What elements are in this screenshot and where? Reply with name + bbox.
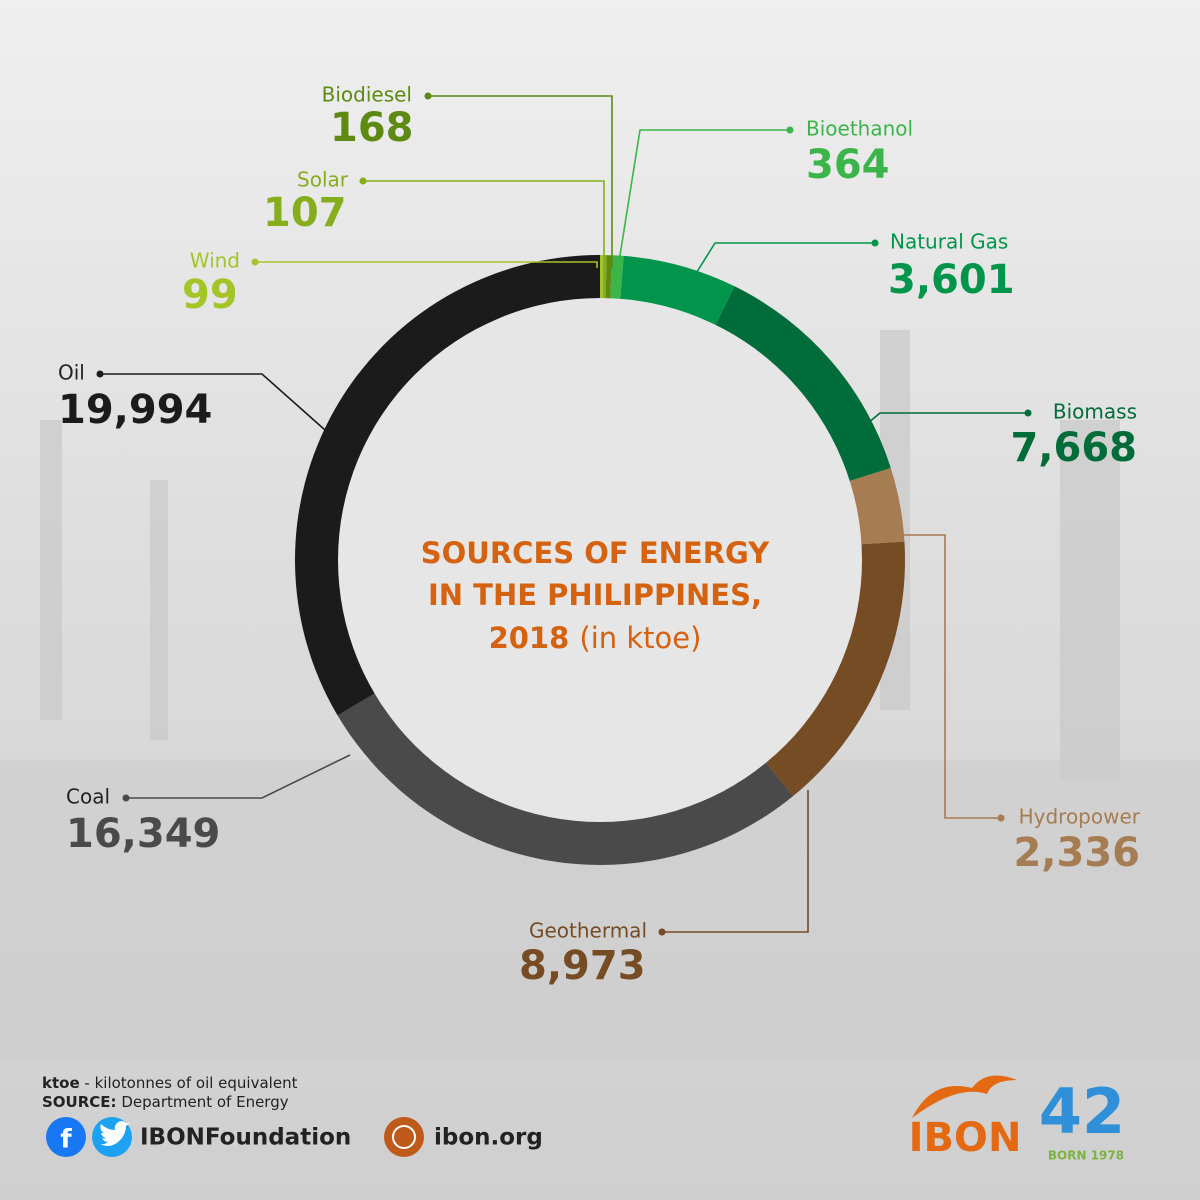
slice-name: Geothermal xyxy=(529,919,647,943)
slice-value: 19,994 xyxy=(58,387,212,433)
leader-dot xyxy=(424,92,432,100)
donut-slice xyxy=(294,254,600,716)
slice-name: Natural Gas xyxy=(890,230,1008,254)
source: SOURCE: Department of Energy xyxy=(42,1093,289,1111)
slice-name: Oil xyxy=(58,361,85,385)
logo-mark xyxy=(912,1075,1017,1118)
leader-line xyxy=(100,373,326,431)
leader-line xyxy=(861,412,1028,429)
title-line: SOURCES OF ENERGY xyxy=(421,536,770,570)
donut-hole xyxy=(338,298,862,822)
title-line: 2018 (in ktoe) xyxy=(489,621,702,655)
slice-value: 99 xyxy=(182,272,238,318)
leader-dot xyxy=(658,928,666,936)
social-handle[interactable]: IBONFoundation xyxy=(140,1125,351,1151)
slice-name: Solar xyxy=(297,168,349,192)
leader-line xyxy=(255,261,598,268)
leader-line xyxy=(126,754,351,799)
leader-dot xyxy=(122,794,130,802)
facebook-glyph: f xyxy=(60,1125,72,1155)
note-term: ktoe xyxy=(42,1074,80,1092)
donut-slice xyxy=(764,541,905,797)
leader-line xyxy=(428,95,613,268)
leader-line xyxy=(363,180,605,268)
slice-value: 168 xyxy=(330,105,414,151)
slice-name: Coal xyxy=(66,785,110,809)
title-line: IN THE PHILIPPINES, xyxy=(428,578,762,612)
leader-dot xyxy=(96,370,104,378)
slice-value: 2,336 xyxy=(1013,830,1140,876)
title-unit: (in ktoe) xyxy=(579,621,701,655)
slice-value: 7,668 xyxy=(1010,425,1137,471)
title: SOURCES OF ENERGY IN THE PHILIPPINES, 20… xyxy=(421,536,770,655)
anniversary: 42 xyxy=(1039,1075,1125,1148)
slice-name: Wind xyxy=(190,249,240,273)
leader-dot xyxy=(786,126,794,134)
slice-value: 107 xyxy=(263,190,347,236)
source-label: SOURCE: xyxy=(42,1093,117,1111)
donut-slice xyxy=(605,255,613,301)
donut-slice xyxy=(600,255,604,301)
born-year: BORN 1978 xyxy=(1048,1149,1124,1163)
leader-dot xyxy=(871,239,879,247)
logo-text: IBON xyxy=(909,1115,1022,1161)
donut-slice xyxy=(610,255,624,301)
title-year: 2018 xyxy=(489,621,570,655)
globe-glyph xyxy=(392,1125,416,1149)
leader-dot xyxy=(1024,409,1032,417)
donut-slice xyxy=(337,692,794,865)
slice-value: 16,349 xyxy=(66,811,220,857)
leader-line xyxy=(900,534,1001,819)
donut-slice xyxy=(714,286,891,482)
slice-name: Biodiesel xyxy=(322,83,412,107)
leader-line xyxy=(694,242,875,276)
website[interactable]: ibon.org xyxy=(434,1125,543,1151)
leader-line xyxy=(662,790,809,933)
web-icon[interactable] xyxy=(384,1117,424,1157)
note: ktoe - kilotonnes of oil equivalent xyxy=(42,1074,298,1092)
source-text: Department of Energy xyxy=(121,1093,288,1111)
slice-name: Biomass xyxy=(1053,400,1137,424)
donut-slice xyxy=(620,255,735,327)
note-text: - kilotonnes of oil equivalent xyxy=(84,1074,297,1092)
slice-name: Bioethanol xyxy=(806,117,913,141)
leader-dot xyxy=(997,814,1005,822)
leader-dot xyxy=(251,258,259,266)
donut-slice xyxy=(847,468,905,545)
twitter-glyph xyxy=(100,1121,130,1146)
slice-value: 364 xyxy=(806,142,890,188)
slice-value: 8,973 xyxy=(519,943,646,989)
slice-name: Hydropower xyxy=(1019,805,1141,829)
leader-dot xyxy=(359,177,367,185)
facebook-icon[interactable] xyxy=(46,1117,86,1157)
slice-value: 3,601 xyxy=(888,257,1015,303)
footer: ktoe - kilotonnes of oil equivalent SOUR… xyxy=(42,1074,1125,1163)
leader-line xyxy=(617,129,790,269)
